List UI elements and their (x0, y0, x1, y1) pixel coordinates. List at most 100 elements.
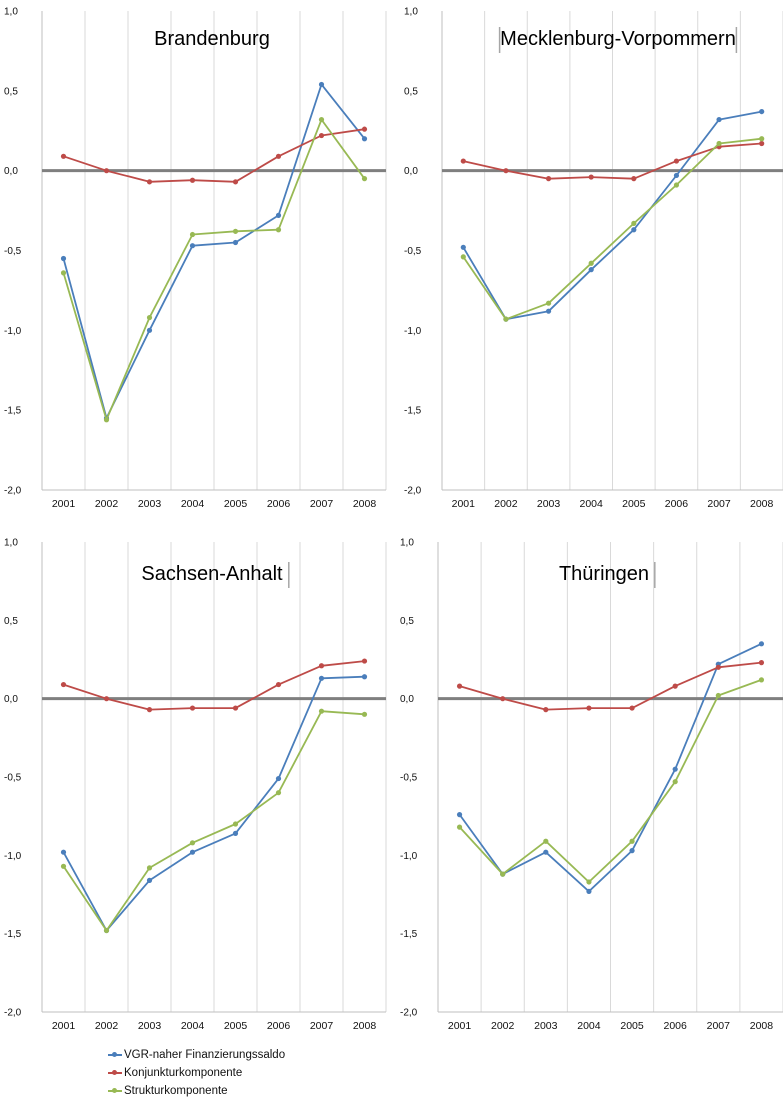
data-point-konjunktur (103, 168, 110, 174)
x-tick-label: 2004 (181, 498, 205, 510)
data-point-konjunktur (672, 683, 678, 689)
charts-canvas: 1,0 0,5 0,0 -0,5 -1,0 -1,5 -2,0 2001 2002 2003 200… (4, 7, 783, 1032)
data-point-vgr (758, 641, 765, 647)
y-tick-label: -1,5 (400, 929, 418, 940)
y-tick-label: -2,0 (400, 1008, 418, 1019)
data-point-vgr (60, 849, 67, 855)
y-tick-label: -1,0 (4, 326, 22, 337)
data-point-konjunktur (232, 705, 239, 711)
x-tick-label: 2003 (534, 1020, 558, 1032)
y-tick-label: 1,0 (4, 7, 18, 18)
data-point-struktur (60, 863, 67, 869)
x-tick-label: 2006 (664, 1020, 688, 1032)
y-tick-label: -1,5 (404, 406, 422, 417)
data-point-konjunktur (318, 663, 325, 669)
chart-panel-2: 1,0 0,5 0,0 -0,5 -1,0 -1,5 -2,0 2001 2002 2003 200… (404, 7, 783, 510)
x-tick-label: 2005 (224, 1020, 248, 1032)
data-point-konjunktur (361, 126, 368, 132)
x-tick-label: 2004 (577, 1020, 601, 1032)
chart-title: Sachsen-Anhalt (141, 563, 283, 585)
x-tick-label: 2007 (310, 1020, 334, 1032)
data-point-struktur (629, 838, 635, 844)
y-tick-label: -0,5 (4, 773, 22, 784)
data-point-struktur (588, 260, 594, 266)
data-point-struktur (189, 231, 196, 238)
data-point-konjunktur (503, 168, 509, 174)
data-point-konjunktur (189, 705, 196, 711)
data-point-struktur (716, 140, 722, 147)
data-point-struktur (275, 227, 282, 233)
x-tick-label: 2006 (267, 1020, 291, 1032)
data-point-konjunktur (545, 176, 552, 182)
y-tick-label: 0,0 (404, 166, 418, 177)
y-tick-label: 1,0 (404, 7, 418, 18)
data-point-vgr (146, 877, 153, 884)
y-tick-label: -2,0 (4, 486, 22, 497)
data-point-vgr (629, 848, 635, 854)
y-tick-label: 0,5 (400, 616, 414, 627)
data-point-konjunktur (543, 707, 549, 713)
data-point-vgr (318, 675, 325, 681)
x-tick-label: 2008 (750, 1020, 774, 1032)
legend-item-vgr: VGR-naher Finanzierungssaldo (108, 1046, 285, 1064)
legend-swatch-konjunktur (108, 1068, 122, 1078)
data-point-vgr (759, 108, 765, 115)
x-tick-label: 2003 (138, 498, 162, 510)
x-tick-label: 2008 (750, 498, 774, 510)
data-point-konjunktur (275, 681, 282, 688)
chart-title: Thüringen (559, 563, 649, 585)
data-point-struktur (672, 779, 678, 785)
chart-title: Brandenburg (154, 28, 270, 50)
data-point-struktur (189, 840, 196, 846)
data-point-struktur (103, 417, 110, 423)
data-point-konjunktur (588, 174, 594, 180)
x-tick-label: 2001 (52, 1020, 76, 1032)
y-tick-label: 0,5 (404, 86, 418, 97)
series-line-struktur (62, 710, 365, 932)
x-tick-label: 2004 (580, 498, 604, 510)
series-line-struktur (462, 137, 762, 321)
data-point-struktur (543, 838, 549, 844)
x-tick-label: 2001 (452, 498, 476, 510)
data-point-konjunktur (146, 707, 153, 713)
x-tick-label: 2002 (95, 498, 119, 510)
data-point-struktur (275, 790, 282, 796)
chart-panel-3: 1,0 0,5 0,0 -0,5 -1,0 -1,5 -2,0 2001 2002 2003 200… (4, 538, 387, 1032)
data-point-struktur (103, 927, 110, 934)
y-tick-label: -0,5 (400, 773, 418, 784)
data-point-vgr (361, 674, 368, 680)
legend-item-struktur: Strukturkomponente (108, 1082, 285, 1100)
chart-panel-1: 1,0 0,5 0,0 -0,5 -1,0 -1,5 -2,0 2001 2002 2003 200… (4, 7, 387, 510)
x-tick-label: 2002 (95, 1020, 119, 1032)
data-point-vgr (232, 239, 239, 246)
y-tick-label: 1,0 (400, 538, 414, 549)
y-tick-label: -0,5 (404, 246, 422, 257)
data-point-struktur (456, 824, 463, 830)
y-tick-label: 0,5 (4, 86, 18, 97)
y-tick-label: -1,5 (4, 406, 22, 417)
y-tick-label: -1,5 (4, 929, 22, 940)
series-line-konjunktur (63, 660, 365, 711)
data-point-struktur (715, 692, 721, 699)
y-tick-label: 0,0 (4, 694, 18, 705)
data-point-vgr (545, 308, 552, 314)
legend-swatch-vgr (108, 1050, 122, 1060)
data-point-konjunktur (500, 696, 506, 702)
y-tick-label: -1,0 (404, 326, 422, 337)
data-point-konjunktur (758, 660, 765, 666)
y-tick-label: -1,0 (400, 851, 418, 862)
x-tick-label: 2008 (353, 1020, 377, 1032)
data-point-konjunktur (103, 696, 110, 702)
legend-label-vgr: VGR-naher Finanzierungssaldo (124, 1049, 286, 1061)
data-point-konjunktur (631, 176, 637, 182)
data-point-vgr (460, 244, 466, 250)
data-point-konjunktur (673, 158, 680, 164)
data-point-struktur (232, 228, 239, 234)
data-point-vgr (543, 849, 549, 855)
chart-panel-4: 1,0 0,5 0,0 -0,5 -1,0 -1,5 -2,0 2001 2002 2003 200… (400, 538, 783, 1032)
x-tick-label: 2003 (537, 498, 561, 510)
data-point-vgr (189, 243, 196, 249)
series-line-konjunktur (459, 661, 762, 711)
x-tick-label: 2001 (448, 1020, 472, 1032)
data-point-vgr (146, 327, 153, 333)
